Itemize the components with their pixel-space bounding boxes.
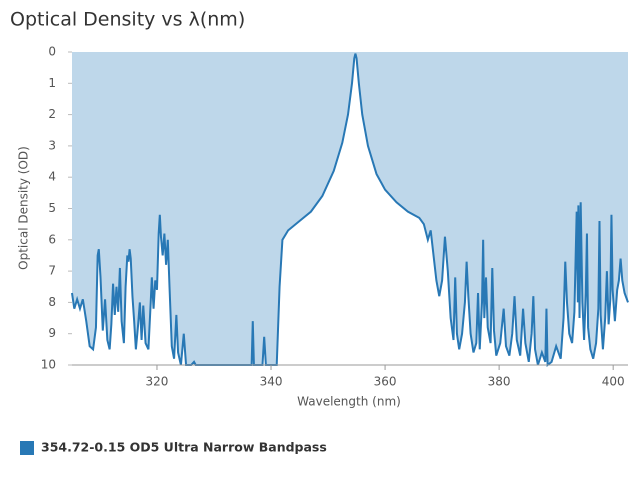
series-line xyxy=(71,53,629,368)
x-tick-label: 340 xyxy=(260,375,283,389)
y-tick-label: 5 xyxy=(48,201,56,215)
x-axis-label: Wavelength (nm) xyxy=(297,395,401,409)
x-tick-label: 320 xyxy=(146,375,169,389)
y-tick-label: 10 xyxy=(41,358,56,372)
chart-title: Optical Density vs λ(nm) xyxy=(10,9,245,31)
y-tick-label: 1 xyxy=(48,76,56,90)
y-tick-label: 2 xyxy=(48,107,56,121)
y-tick-label: 6 xyxy=(48,232,56,246)
legend-swatch xyxy=(20,441,34,455)
y-tick-label: 9 xyxy=(48,326,56,340)
y-tick-label: 3 xyxy=(48,138,56,152)
y-tick-label: 8 xyxy=(48,295,56,309)
y-axis-label: Optical Density (OD) xyxy=(17,146,31,270)
x-tick-label: 360 xyxy=(374,375,397,389)
y-tick-label: 7 xyxy=(48,264,56,278)
legend-label: 354.72-0.15 OD5 Ultra Narrow Bandpass xyxy=(41,440,327,455)
y-tick-label: 4 xyxy=(48,170,56,184)
y-tick-label: 0 xyxy=(48,45,56,59)
x-tick-label: 400 xyxy=(602,375,625,389)
area-fill xyxy=(72,52,628,365)
x-tick-label: 380 xyxy=(488,375,511,389)
